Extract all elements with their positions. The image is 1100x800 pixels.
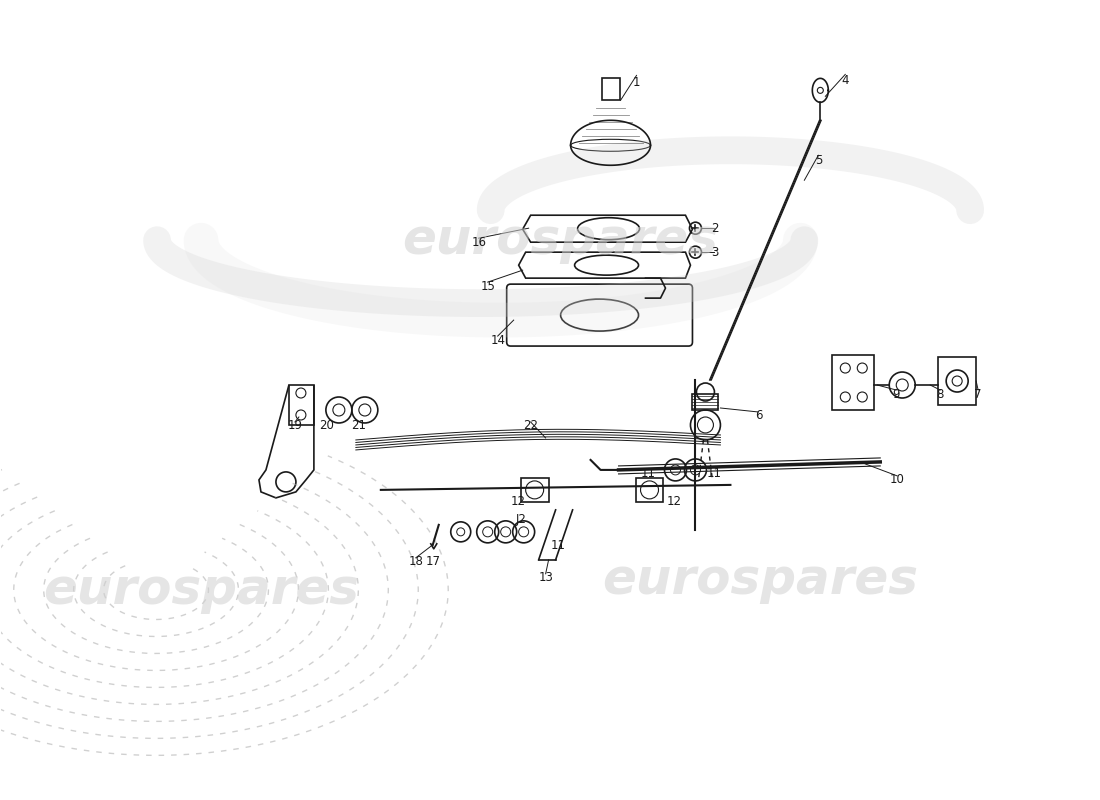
Text: 16: 16 [471,236,486,249]
Text: 12: 12 [512,495,526,508]
Text: eurospares: eurospares [603,556,918,604]
Text: 8: 8 [936,387,944,401]
Text: 11: 11 [641,467,656,481]
Bar [636,478,663,502]
Text: 20: 20 [319,419,334,433]
Text: 15: 15 [481,280,495,293]
Text: 1: 1 [632,76,640,89]
Bar [693,394,718,410]
Text: 19: 19 [287,419,303,433]
Text: 3: 3 [711,246,718,258]
Text: 22: 22 [524,419,538,433]
Bar [520,478,549,502]
Bar [833,355,875,410]
Text: J2: J2 [515,514,526,526]
Text: 9: 9 [892,387,900,401]
Text: 4: 4 [842,74,849,87]
Text: 18: 18 [408,555,424,568]
Text: 17: 17 [426,555,440,568]
Text: eurospares: eurospares [403,216,718,264]
Text: 2: 2 [711,222,718,234]
Text: 21: 21 [351,419,366,433]
Text: 6: 6 [755,410,762,422]
Text: 12: 12 [667,495,682,508]
Text: 10: 10 [890,474,904,486]
Text: 5: 5 [815,154,822,166]
Text: 11: 11 [551,539,566,552]
Text: 11: 11 [707,467,722,481]
Text: 14: 14 [491,334,505,346]
Text: 7: 7 [975,387,982,401]
Bar [289,385,314,425]
Bar [602,78,619,100]
Bar [938,357,976,405]
Text: 13: 13 [538,571,553,584]
Text: eurospares: eurospares [43,566,359,614]
